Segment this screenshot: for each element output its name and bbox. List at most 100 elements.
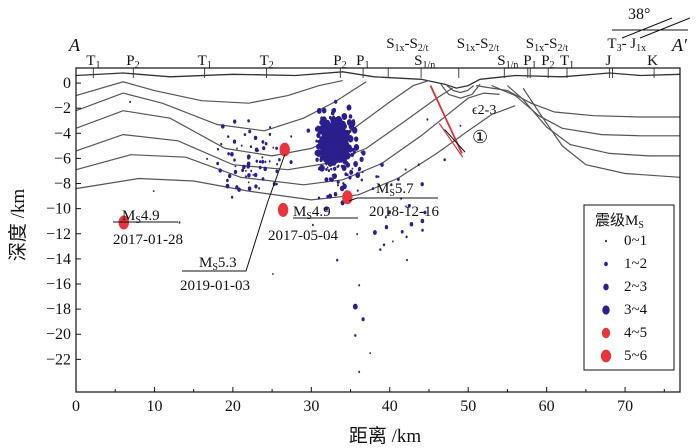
quake-dot (348, 129, 352, 133)
quake-dot (220, 142, 223, 146)
stratum-label-15: T3- J1x (607, 36, 646, 54)
stratum-label-8: S1/n (414, 53, 435, 71)
quake-dot (352, 303, 358, 310)
quake-dot (243, 133, 247, 137)
quake-dot (331, 108, 335, 112)
quake-dot (258, 160, 262, 164)
quake-dot (417, 163, 420, 166)
quake-dot (335, 151, 339, 155)
quake-dot (353, 161, 358, 167)
unit-label-cambrian: ϵ2-3 (472, 103, 496, 118)
quake-dot (358, 284, 361, 287)
fault-trace (429, 85, 463, 154)
quake-dot (331, 173, 335, 177)
quake-dot (216, 161, 220, 166)
legend-marker-red-6 (600, 349, 612, 363)
stratum-subscript: 1 (569, 60, 574, 71)
stratum-labels: T1 P2 T1 T2 P2 P1S1x-S2/tS1/nS1x-S2/tS1/nS1x-… (86, 36, 658, 78)
quake-dot (325, 147, 331, 154)
stratum-symbol: P (356, 53, 364, 69)
quake-dot (358, 166, 362, 171)
legend-title: 震级MS (595, 212, 644, 231)
quake-dot (250, 169, 253, 173)
quake-dot (258, 186, 261, 190)
section-end-label: A′ (671, 35, 688, 55)
quake-dot (257, 149, 260, 152)
y-tick-label: −20 (46, 326, 71, 343)
quake-dot (234, 165, 237, 168)
quake-dot (314, 126, 320, 132)
stratum-label-17: K (647, 53, 658, 69)
quake-dot (233, 169, 238, 175)
quake-dot (361, 317, 365, 322)
quake-dot (317, 196, 321, 200)
quake-dot (347, 135, 354, 143)
stratum-symbol: P (523, 53, 531, 69)
quake-dot (261, 156, 264, 159)
stratum-symbol-2: - J (622, 36, 637, 52)
quake-dot (328, 134, 331, 138)
quake-dot (233, 158, 236, 162)
quake-dot (360, 151, 363, 154)
quake-dot (263, 166, 267, 172)
quake-dot (404, 168, 407, 171)
quake-dot (334, 146, 338, 150)
event-date-4: 2018-12-16 (369, 204, 439, 220)
stratum-subscript: 1 (532, 60, 537, 71)
quake-dot (333, 192, 338, 197)
quake-dot (349, 169, 354, 175)
x-tick-label: 20 (225, 398, 241, 415)
quake-dot (272, 273, 274, 275)
quake-dot (319, 155, 323, 160)
magnitude-sub: S (135, 215, 141, 226)
quake-dot (384, 215, 387, 219)
quake-dot (261, 177, 265, 181)
quake-dot (324, 177, 329, 183)
stratum-symbol: P (126, 53, 134, 69)
quake-dot (346, 104, 352, 111)
leader-line-3 (182, 153, 286, 272)
quake-dot (337, 165, 340, 168)
stratum-label-10: S1/n (497, 53, 518, 71)
y-tick-label: −8 (54, 176, 71, 193)
quake-dot (409, 221, 414, 227)
stratum-label-7: S1x-S2/t (386, 36, 428, 54)
quake-dot (278, 158, 281, 162)
y-tick-label: −4 (54, 125, 71, 142)
quake-dot (244, 175, 248, 178)
quake-dot (311, 223, 314, 227)
stratum-boundary-5 (75, 92, 500, 186)
x-tick-label: 50 (460, 398, 476, 415)
quake-dot (268, 132, 272, 136)
fault-number-label: ① (472, 127, 488, 147)
quake-dot (379, 248, 382, 251)
stratum-symbol: T (260, 53, 269, 69)
y-tick-label: −2 (54, 100, 71, 117)
quake-dot (315, 157, 319, 162)
quake-dot (360, 178, 363, 182)
quake-dot (218, 168, 222, 173)
y-tick-label: −12 (46, 226, 71, 243)
quake-dot (341, 157, 344, 160)
quake-dot (227, 152, 230, 156)
quake-dot (405, 235, 408, 239)
stratum-symbol: S (497, 53, 505, 69)
quake-dot (332, 120, 337, 125)
stratum-boundary-east-3 (507, 85, 680, 157)
quake-dot (324, 206, 329, 211)
stratum-boundary-east-1 (476, 85, 680, 118)
quake-dot (247, 186, 252, 191)
stratum-boundary-1 (75, 80, 343, 104)
quake-dot (372, 230, 377, 235)
quake-dot (344, 172, 348, 177)
legend-label-5: 4~5 (624, 325, 647, 341)
stratum-label-12: P1 (523, 53, 536, 71)
main-shock-events: MS4.92017-01-28MS4.92017-05-04MS5.32019-… (113, 142, 439, 294)
x-tick-label: 40 (382, 398, 398, 415)
quake-dot (341, 114, 344, 118)
quake-dot (406, 258, 408, 262)
magnitude-label-3: MS5.3 (199, 255, 237, 273)
quake-dot (262, 146, 266, 151)
fault-marker-line (438, 122, 464, 158)
